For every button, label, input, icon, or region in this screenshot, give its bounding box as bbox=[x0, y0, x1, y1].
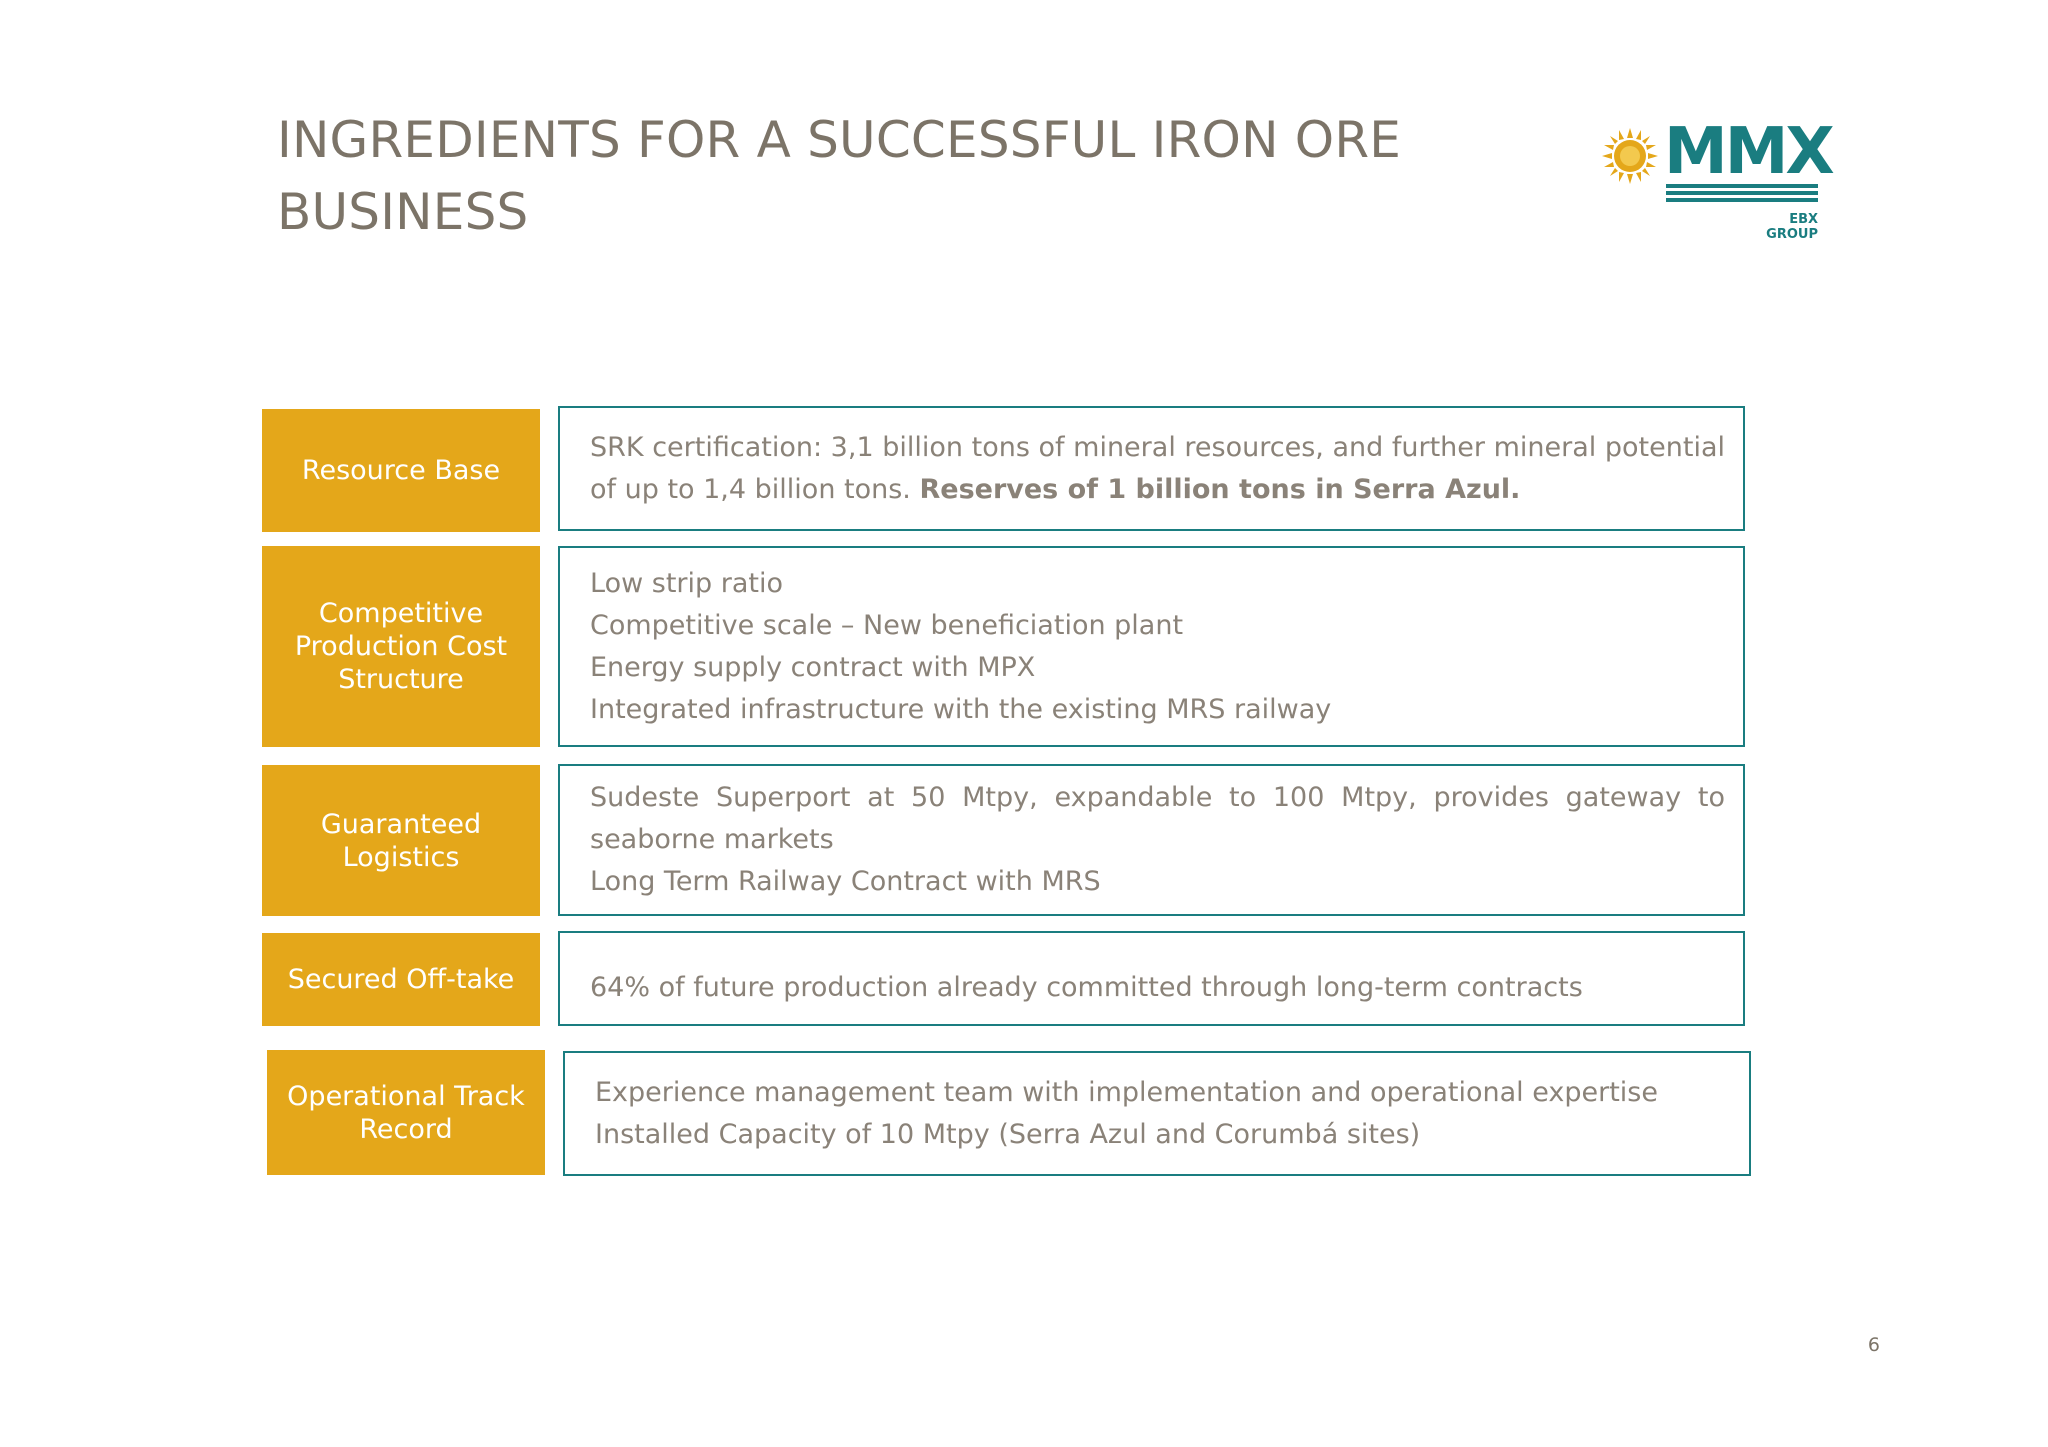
list-item: Low strip ratio bbox=[590, 567, 783, 599]
content-guaranteed-logistics: Sudeste Superport at 50 Mtpy, expandable… bbox=[558, 764, 1745, 916]
list-item: Long Term Railway Contract with MRS bbox=[590, 866, 1101, 897]
resource-base-text: SRK certification: 3,1 billion tons of m… bbox=[590, 427, 1725, 511]
slide-title-line-1: INGREDIENTS FOR A SUCCESSFUL IRON ORE bbox=[277, 111, 1402, 169]
label-text: Resource Base bbox=[301, 455, 501, 486]
resource-base-text-normal: SRK certification: 3,1 billion tons of m… bbox=[590, 431, 1725, 505]
content-secured-offtake: 64% of future production already committ… bbox=[558, 931, 1745, 1026]
content-resource-base: SRK certification: 3,1 billion tons of m… bbox=[558, 406, 1745, 531]
slide-title: INGREDIENTS FOR A SUCCESSFUL IRON ORE BU… bbox=[277, 104, 1577, 248]
label-competitive-cost: Competitive Production Cost Structure bbox=[262, 546, 540, 747]
list-item: Installed Capacity of 10 Mtpy (Serra Azu… bbox=[595, 1118, 1421, 1150]
logo-stripes bbox=[1666, 184, 1818, 205]
label-resource-base: Resource Base bbox=[262, 409, 540, 532]
logo-wordmark: MMX bbox=[1664, 115, 1835, 189]
label-text: Secured Off-take bbox=[287, 964, 515, 995]
label-secured-offtake: Secured Off-take bbox=[262, 933, 540, 1026]
content-operational-track-record: Experience management team with implemen… bbox=[563, 1051, 1751, 1176]
list-item: Competitive scale – New beneficiation pl… bbox=[590, 609, 1184, 641]
list-item: Experience management team with implemen… bbox=[595, 1076, 1658, 1108]
resource-base-text-bold: Reserves of 1 billion tons in Serra Azul… bbox=[919, 473, 1521, 505]
list-item: 64% of future production already committ… bbox=[590, 971, 1583, 1003]
list-item: Sudeste Superport at 50 Mtpy, expandable… bbox=[590, 782, 1725, 855]
content-competitive-cost: Low strip ratio Competitive scale – New … bbox=[558, 546, 1745, 747]
mmx-logo: MMX EBX GROUP bbox=[1600, 116, 1835, 242]
label-text: Competitive Production Cost Structure bbox=[294, 598, 508, 695]
sun-icon bbox=[1602, 128, 1658, 184]
list-item: Energy supply contract with MPX bbox=[590, 651, 1036, 683]
label-text: Guaranteed Logistics bbox=[320, 808, 482, 873]
label-operational-track-record: Operational Track Record bbox=[267, 1050, 545, 1175]
slide-title-line-2: BUSINESS bbox=[277, 183, 529, 241]
label-guaranteed-logistics: Guaranteed Logistics bbox=[262, 765, 540, 916]
logo-subtitle: EBX GROUP bbox=[1766, 212, 1818, 242]
label-text: Operational Track Record bbox=[287, 1080, 525, 1145]
page-number: 6 bbox=[1867, 1334, 1880, 1356]
list-item: Integrated infrastructure with the exist… bbox=[590, 693, 1332, 725]
